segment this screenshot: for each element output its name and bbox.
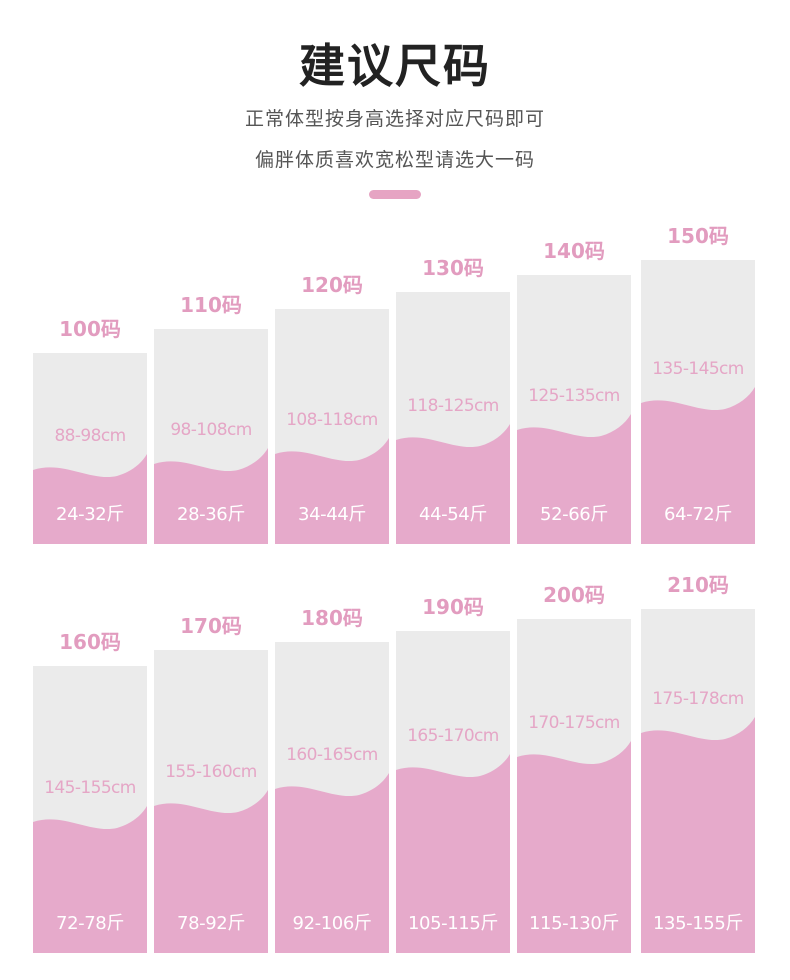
weight-range-label: 28-36斤 [177, 504, 245, 525]
size-label: 140码 [543, 239, 605, 263]
size-card-body: 108-118cm 34-44斤 [275, 309, 389, 544]
subtitle-loose-fit: 偏胖体质喜欢宽松型请选大一码 [254, 149, 535, 171]
fill-wave [641, 387, 755, 544]
weight-range-label: 64-72斤 [664, 504, 732, 525]
size-label: 150码 [667, 224, 729, 248]
size-card-body: 155-160cm 78-92斤 [154, 650, 268, 953]
height-range-label: 88-98cm [54, 426, 126, 446]
size-card-body: 145-155cm 72-78斤 [33, 666, 147, 953]
weight-range-label: 92-106斤 [292, 913, 372, 934]
fill-wave [396, 424, 510, 544]
height-range-label: 135-145cm [652, 359, 744, 379]
size-label: 210码 [667, 573, 729, 597]
size-card-body: 165-170cm 105-115斤 [396, 631, 510, 953]
fill-wave [641, 717, 755, 953]
divider-bar [369, 190, 421, 199]
height-range-label: 175-178cm [652, 689, 744, 709]
size-card-body: 98-108cm 28-36斤 [154, 329, 268, 544]
size-label: 170码 [180, 614, 242, 638]
fill-wave [517, 414, 631, 544]
weight-range-label: 34-44斤 [298, 504, 366, 525]
weight-range-label: 52-66斤 [540, 504, 608, 525]
size-card-body: 118-125cm 44-54斤 [396, 292, 510, 544]
fill-wave [154, 448, 268, 544]
size-card-body: 125-135cm 52-66斤 [517, 275, 631, 544]
subtitle-normal-body: 正常体型按身高选择对应尺码即可 [244, 108, 545, 130]
height-range-label: 165-170cm [407, 726, 499, 746]
size-label: 110码 [180, 293, 242, 317]
size-card-body: 175-178cm 135-155斤 [641, 609, 755, 953]
size-label: 100码 [59, 317, 121, 341]
size-card-body: 170-175cm 115-130斤 [517, 619, 631, 953]
fill-wave [517, 741, 631, 953]
size-card-body: 160-165cm 92-106斤 [275, 642, 389, 953]
fill-wave [396, 754, 510, 953]
height-range-label: 160-165cm [286, 745, 378, 765]
page-title: 建议尺码 [299, 39, 491, 93]
fill-wave [33, 454, 147, 544]
size-card-body: 135-145cm 64-72斤 [641, 260, 755, 544]
weight-range-label: 78-92斤 [177, 913, 245, 934]
height-range-label: 170-175cm [528, 713, 620, 733]
height-range-label: 108-118cm [286, 410, 378, 430]
fill-wave [154, 790, 268, 953]
size-label: 160码 [59, 630, 121, 654]
fill-wave [33, 806, 147, 953]
weight-range-label: 115-130斤 [528, 913, 619, 934]
weight-range-label: 105-115斤 [407, 913, 498, 934]
fill-wave [275, 773, 389, 953]
height-range-label: 98-108cm [170, 420, 252, 440]
size-label: 190码 [422, 595, 484, 619]
size-card-body: 88-98cm 24-32斤 [33, 353, 147, 544]
fill-wave [275, 438, 389, 544]
size-label: 200码 [543, 583, 605, 607]
height-range-label: 125-135cm [528, 386, 620, 406]
size-label: 180码 [301, 606, 363, 630]
size-label: 130码 [422, 256, 484, 280]
weight-range-label: 72-78斤 [56, 913, 124, 934]
weight-range-label: 135-155斤 [652, 913, 743, 934]
height-range-label: 145-155cm [44, 778, 136, 798]
weight-range-label: 44-54斤 [419, 504, 487, 525]
size-label: 120码 [301, 273, 363, 297]
weight-range-label: 24-32斤 [56, 504, 124, 525]
height-range-label: 155-160cm [165, 762, 257, 782]
height-range-label: 118-125cm [407, 396, 499, 416]
